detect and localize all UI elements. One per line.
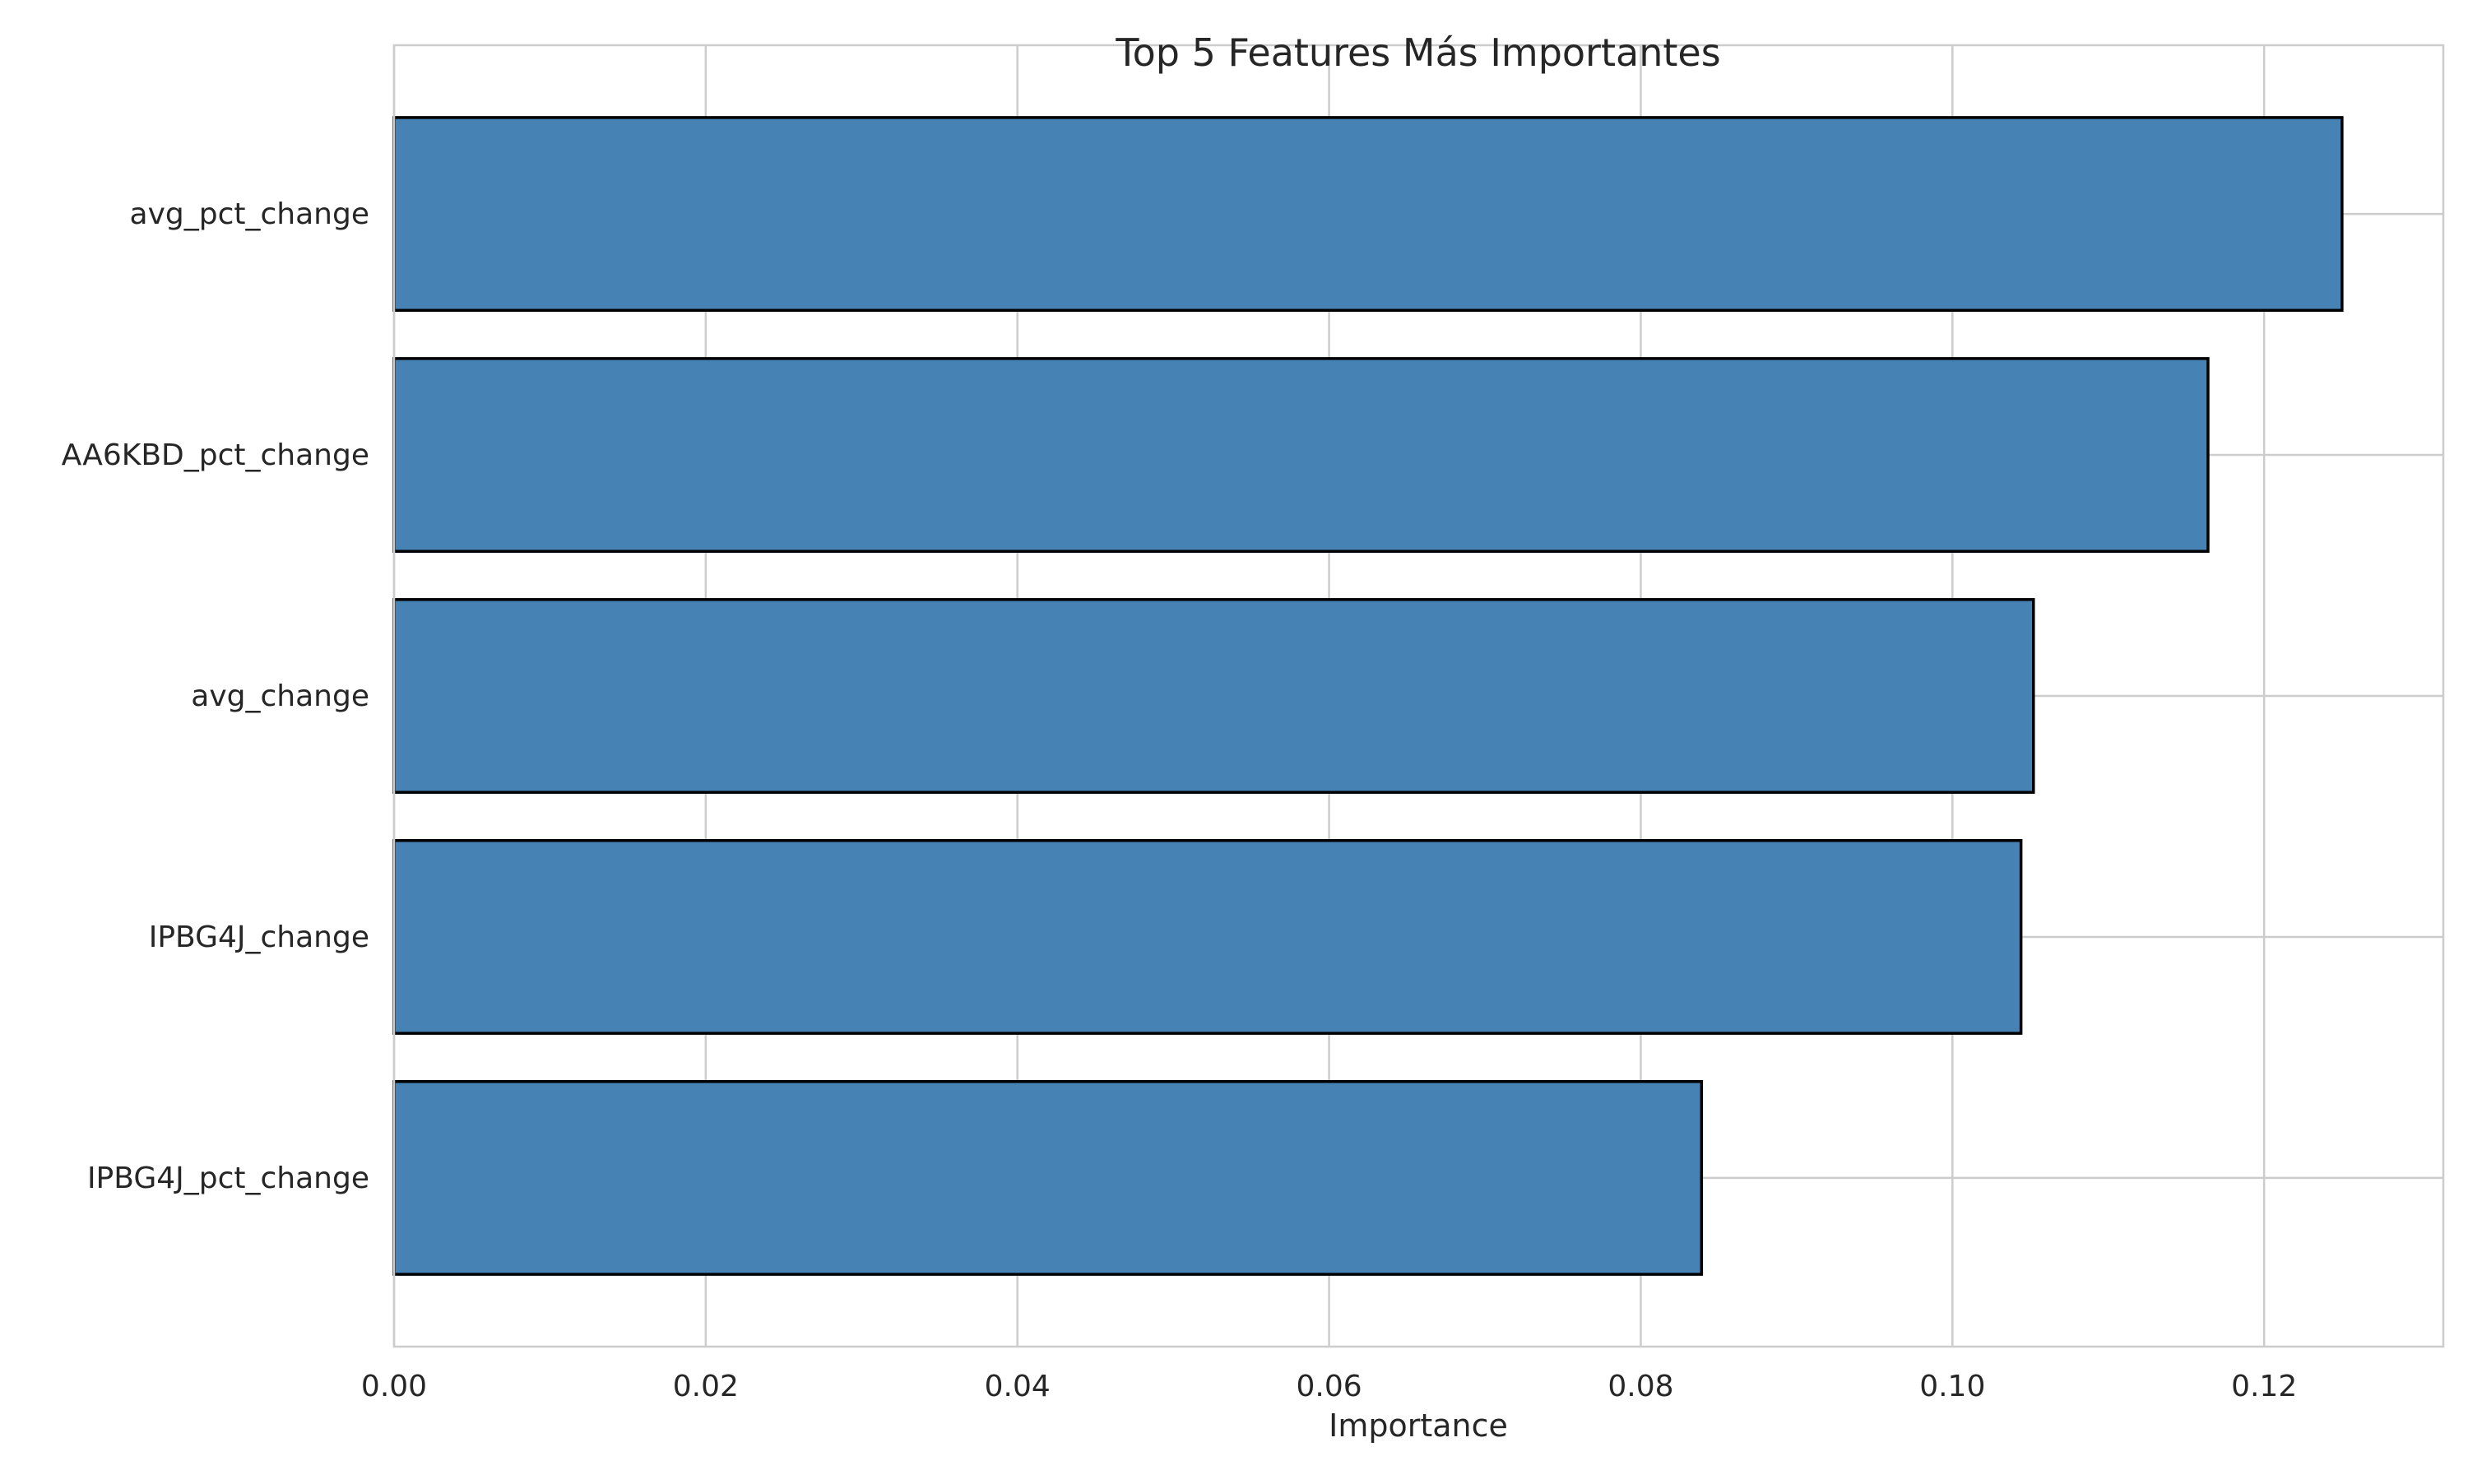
x-tick-label-4: 0.08	[1607, 1370, 1673, 1403]
bar-1	[392, 357, 2210, 553]
x-tick-label-6: 0.12	[2231, 1370, 2297, 1403]
x-tick-label-3: 0.06	[1296, 1370, 1362, 1403]
bar-4	[392, 1079, 1704, 1276]
frame-layer	[392, 44, 2445, 1348]
bars-layer	[392, 116, 2344, 1276]
bar-0	[392, 116, 2344, 313]
x-tick-label-5: 0.10	[1919, 1370, 1985, 1403]
y-tick-labels: avg_pct_change AA6KBD_pct_change avg_chang…	[62, 197, 369, 1195]
plot-frame	[392, 44, 2445, 1348]
y-tick-label-2: avg_change	[191, 679, 369, 713]
chart-title: Top 5 Features Más Importantes	[1115, 30, 1720, 75]
bar-3	[392, 839, 2023, 1035]
x-tick-label-1: 0.02	[673, 1370, 739, 1403]
y-tick-label-4: IPBG4J_pct_change	[87, 1162, 369, 1195]
y-tick-label-3: IPBG4J_change	[149, 921, 369, 954]
bar-2	[392, 598, 2035, 794]
x-tick-label-0: 0.00	[361, 1370, 427, 1403]
x-axis-label: Importance	[1329, 1407, 1508, 1444]
y-tick-label-0: avg_pct_change	[130, 197, 369, 231]
x-tick-label-2: 0.04	[985, 1370, 1051, 1403]
y-tick-label-1: AA6KBD_pct_change	[62, 438, 369, 472]
x-tick-labels: 0.00 0.02 0.04 0.06 0.08 0.10 0.12	[361, 1370, 2297, 1403]
